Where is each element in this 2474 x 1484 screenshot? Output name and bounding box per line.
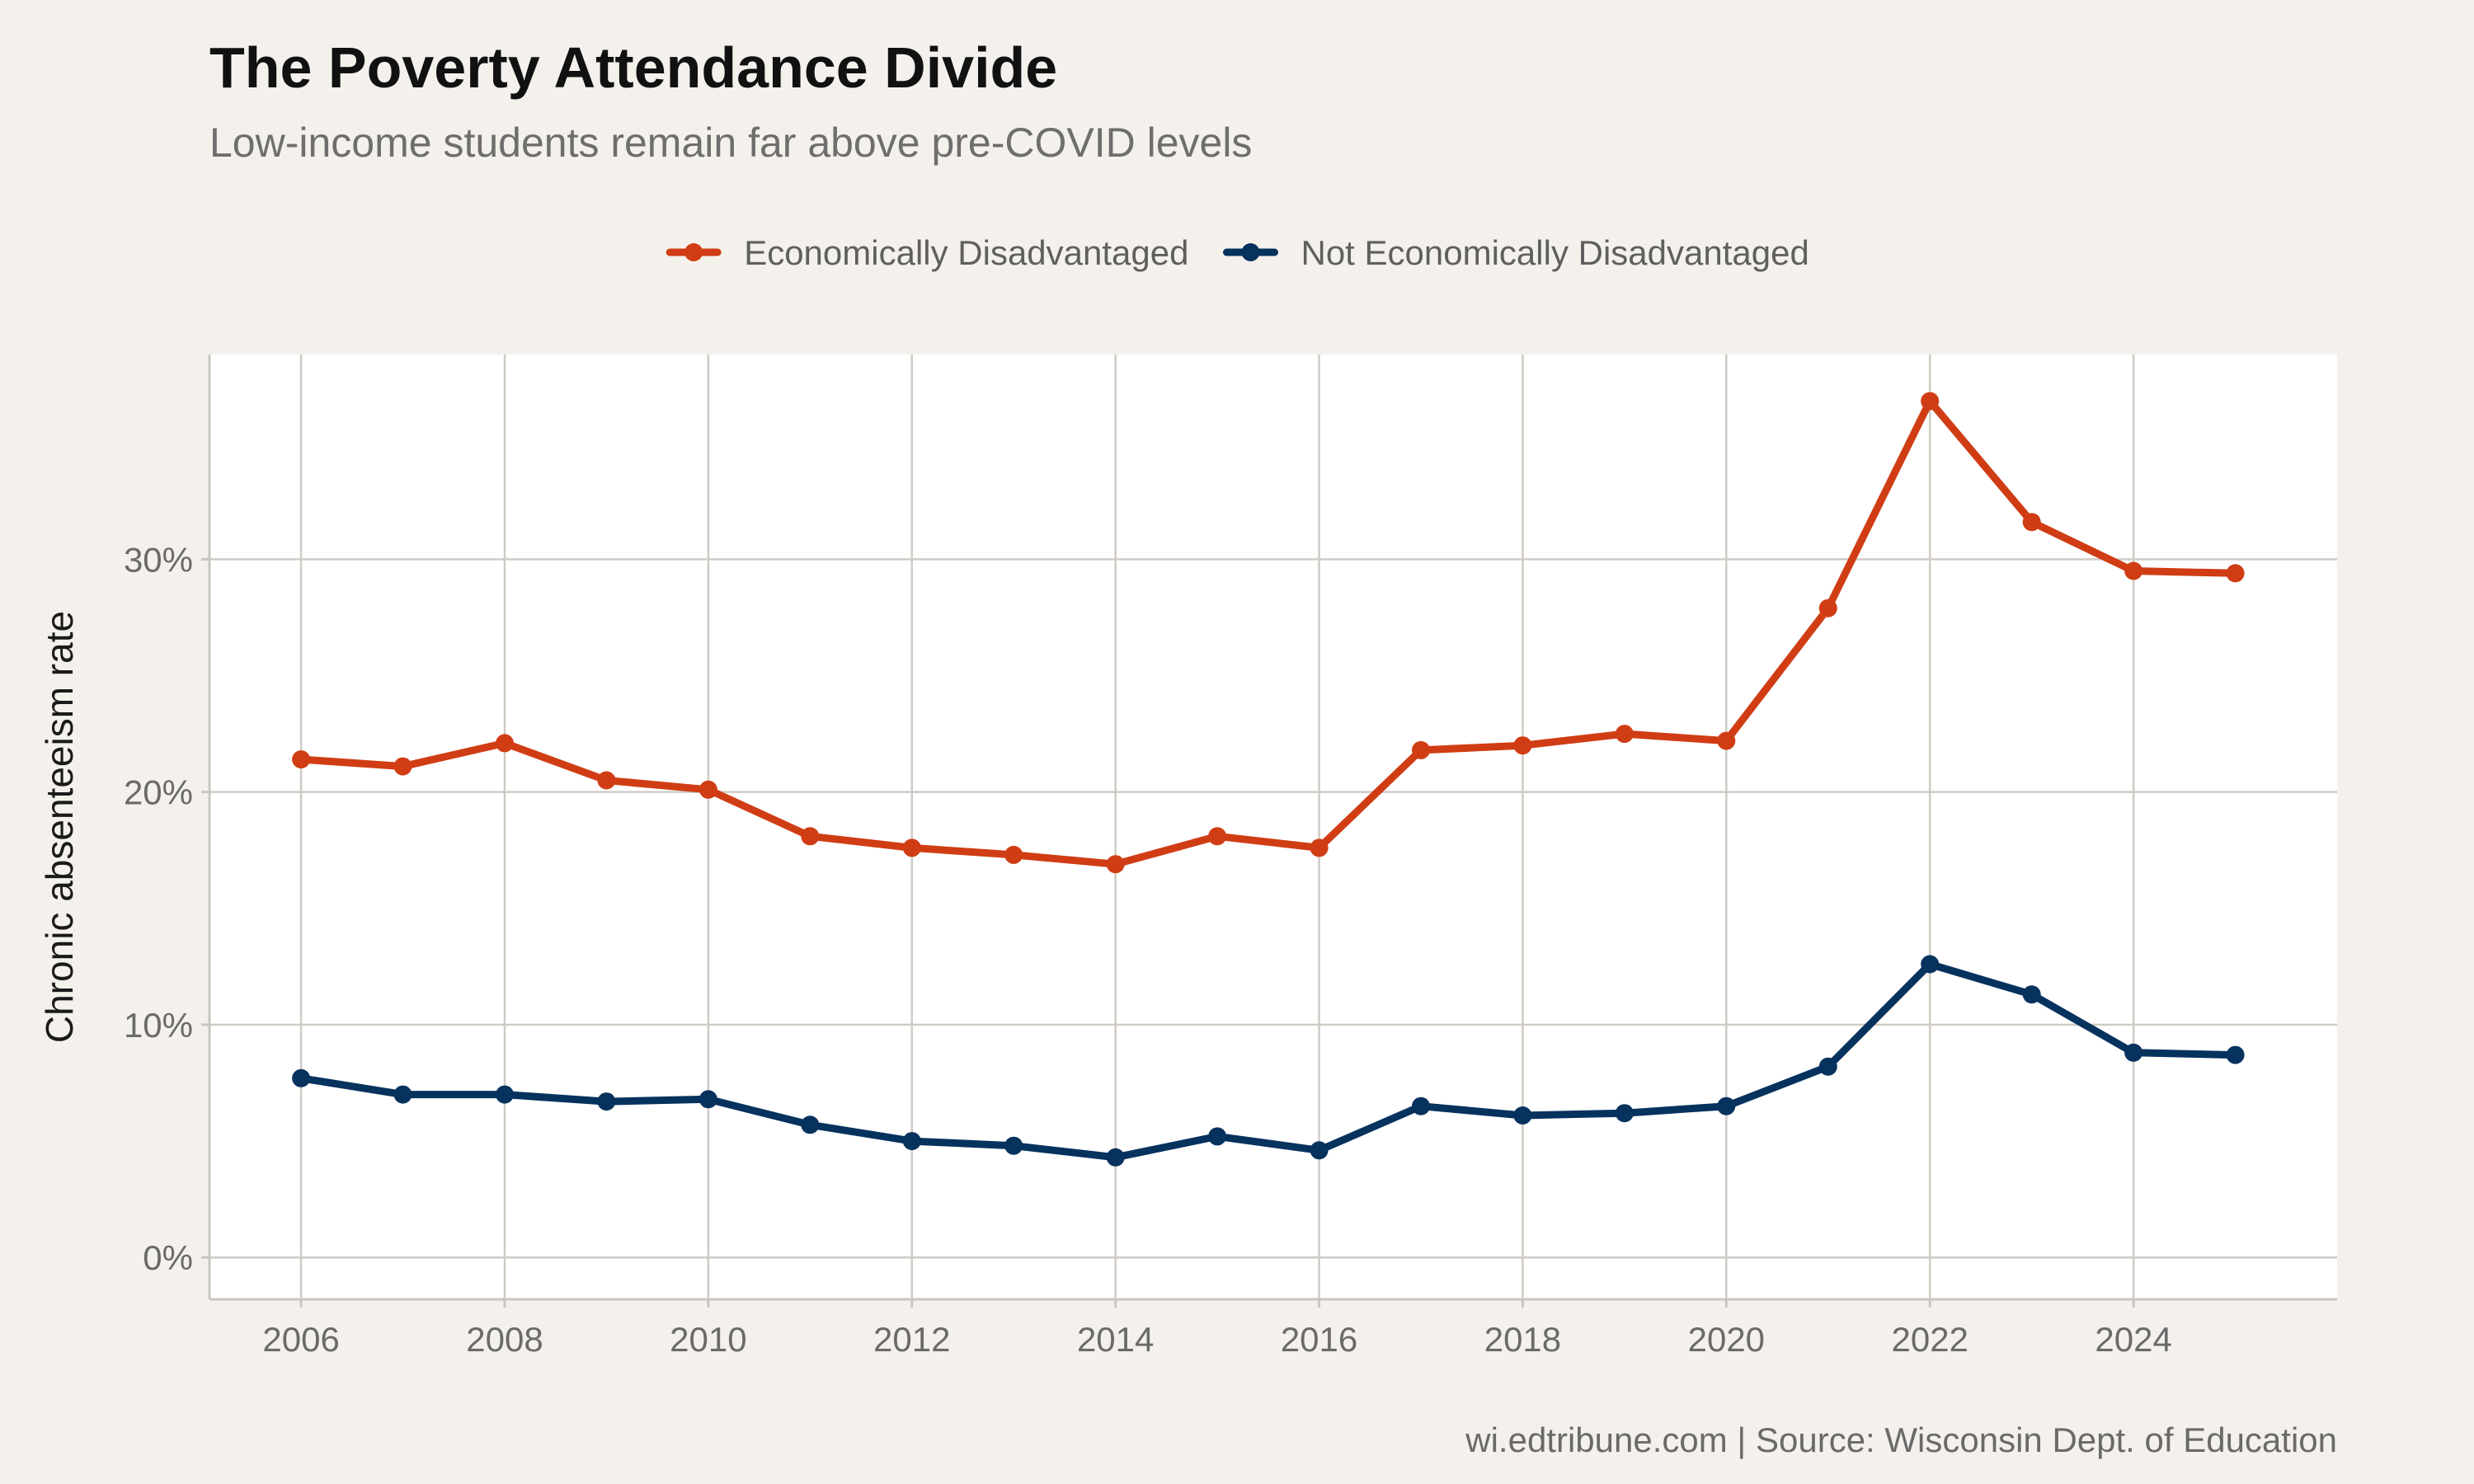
x-tick-label: 2020 — [1688, 1320, 1765, 1359]
data-point-2 — [2124, 1043, 2143, 1062]
data-point-2 — [1310, 1141, 1329, 1160]
data-point-1 — [698, 780, 717, 799]
data-point-1 — [292, 750, 311, 769]
x-tick-label: 2008 — [466, 1320, 543, 1359]
plot-panel — [209, 355, 2337, 1299]
data-point-2 — [801, 1115, 820, 1134]
data-point-1 — [1818, 599, 1837, 618]
legend-key-point — [1241, 243, 1260, 261]
data-point-2 — [2226, 1045, 2245, 1064]
chart-title: The Poverty Attendance Divide — [209, 35, 1057, 100]
x-tick-label: 2010 — [670, 1320, 746, 1359]
data-point-2 — [1004, 1136, 1023, 1155]
data-point-2 — [496, 1085, 514, 1104]
data-point-2 — [597, 1092, 616, 1111]
data-point-1 — [1208, 827, 1227, 846]
data-point-2 — [2022, 985, 2041, 1004]
data-point-1 — [1310, 838, 1329, 857]
data-point-1 — [801, 827, 820, 846]
series-line-2 — [297, 960, 2240, 1162]
data-points — [292, 392, 2245, 1167]
data-point-2 — [1818, 1057, 1837, 1076]
data-point-1 — [1921, 392, 1940, 411]
data-point-1 — [1717, 731, 1736, 750]
x-tick-label: 2012 — [873, 1320, 950, 1359]
legend: Economically Disadvantaged Not Economical… — [666, 233, 1809, 272]
legend-label: Economically Disadvantaged — [744, 233, 1188, 272]
y-tick-label: 10% — [124, 1006, 193, 1045]
x-tick-label: 2018 — [1484, 1320, 1561, 1359]
data-point-2 — [1106, 1148, 1125, 1167]
data-point-2 — [292, 1068, 311, 1087]
data-point-2 — [1717, 1097, 1736, 1115]
data-point-2 — [1921, 955, 1940, 974]
y-tick-label: 20% — [124, 773, 193, 812]
data-point-1 — [2226, 564, 2245, 583]
caption: wi.edtribune.com | Source: Wisconsin Dep… — [1465, 1421, 2337, 1459]
legend-item: Not Economically Disadvantaged — [1222, 233, 1809, 272]
legend-item: Economically Disadvantaged — [666, 233, 1188, 272]
x-tick-label: 2016 — [1281, 1320, 1357, 1359]
data-point-2 — [1615, 1104, 1634, 1123]
y-tick-labels: 0% 10% 20% 30% — [124, 540, 209, 1277]
data-point-2 — [1513, 1106, 1532, 1125]
data-point-1 — [2022, 513, 2041, 532]
data-point-2 — [393, 1085, 412, 1104]
x-tick-labels: 2006 2008 2010 2012 2014 2016 2018 2020 2022 2024 — [262, 1299, 2172, 1359]
y-tick-label: 30% — [124, 540, 193, 579]
data-point-2 — [902, 1132, 921, 1151]
grid — [209, 355, 2337, 1299]
series-lines — [297, 397, 2240, 1162]
data-point-2 — [1412, 1097, 1430, 1115]
x-tick-label: 2006 — [262, 1320, 339, 1359]
data-point-1 — [496, 734, 514, 753]
data-point-2 — [1208, 1127, 1227, 1146]
data-point-1 — [597, 771, 616, 790]
data-point-1 — [1004, 845, 1023, 864]
legend-key-point — [684, 243, 703, 261]
data-point-2 — [698, 1090, 717, 1109]
x-tick-label: 2024 — [2095, 1320, 2171, 1359]
x-tick-label: 2022 — [1892, 1320, 1968, 1359]
legend-label: Not Economically Disadvantaged — [1300, 233, 1808, 272]
series-line-1 — [297, 397, 2240, 868]
chart-subtitle: Low-income students remain far above pre… — [209, 120, 1252, 166]
data-point-1 — [2124, 561, 2143, 580]
data-point-1 — [1513, 736, 1532, 755]
data-point-1 — [902, 838, 921, 857]
data-point-1 — [1412, 740, 1430, 759]
y-axis-title: Chronic absenteeism rate — [38, 611, 81, 1043]
y-tick-label: 0% — [143, 1238, 193, 1277]
data-point-1 — [393, 757, 412, 776]
x-tick-label: 2014 — [1077, 1320, 1154, 1359]
data-point-1 — [1615, 725, 1634, 744]
data-point-1 — [1106, 855, 1125, 874]
